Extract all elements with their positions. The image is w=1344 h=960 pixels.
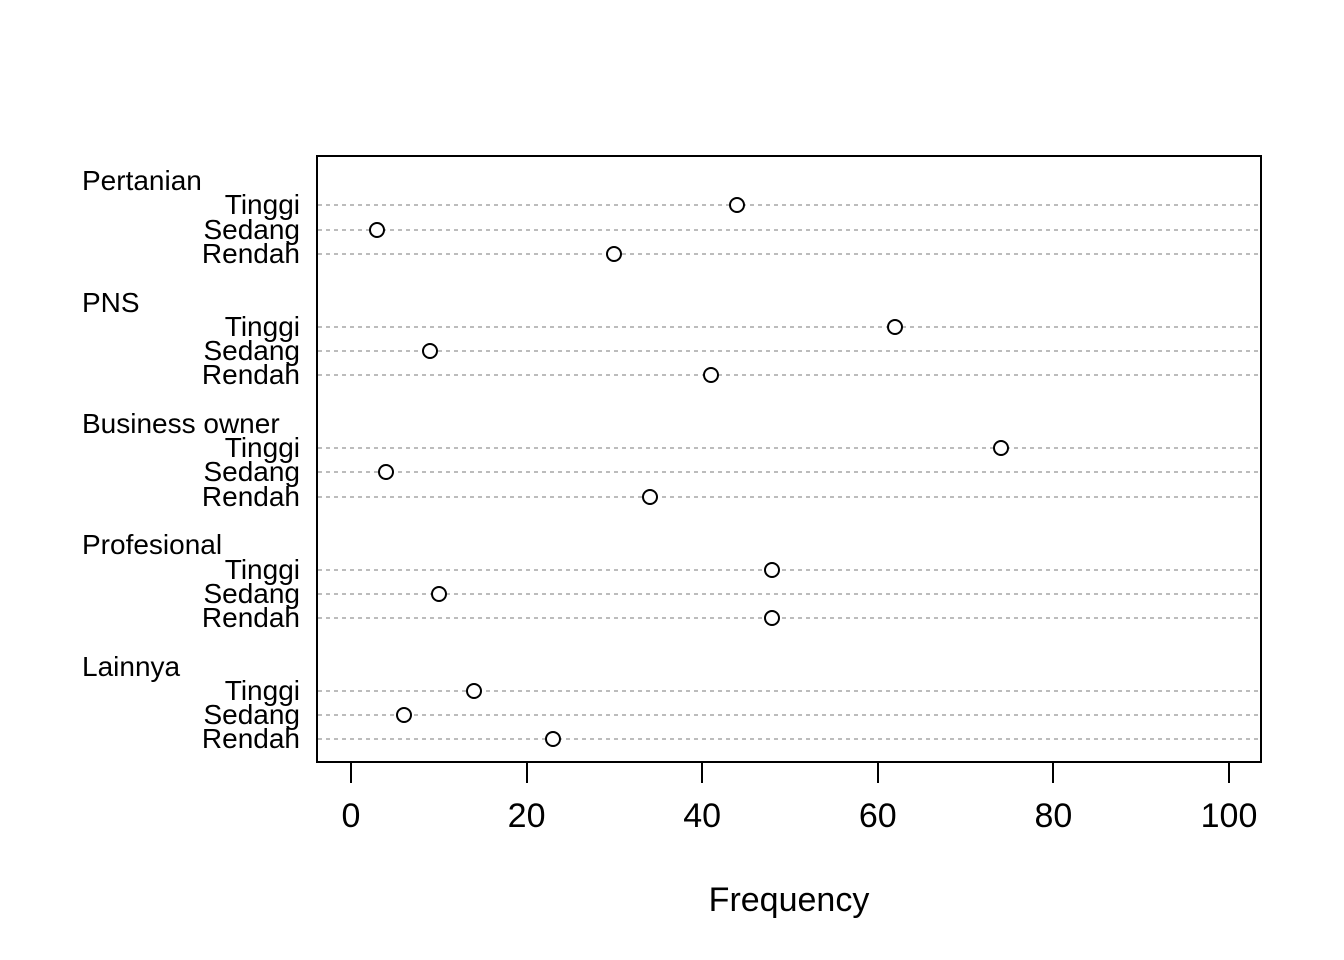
- item-label: Sedang: [203, 213, 300, 245]
- gridline: [318, 349, 1260, 353]
- item-label: Sedang: [203, 699, 300, 731]
- x-tick-label: 100: [1200, 797, 1258, 835]
- data-point-profesional-tinggi: [764, 561, 781, 578]
- x-axis-tick: [876, 763, 879, 783]
- x-axis-tick: [1052, 763, 1055, 783]
- data-point-pertanian-sedang: [369, 221, 386, 238]
- group-label: Lainnya: [82, 650, 181, 682]
- data-point-pns-sedang: [422, 343, 439, 360]
- data-point-pns-tinggi: [887, 318, 904, 335]
- gridline: [318, 616, 1260, 620]
- x-tick-label: 80: [1034, 797, 1073, 835]
- group-label: PNS: [82, 286, 140, 318]
- data-point-business-owner-tinggi: [992, 440, 1009, 457]
- gridline: [318, 592, 1260, 596]
- item-label: Rendah: [201, 359, 300, 391]
- item-label: Sedang: [203, 577, 300, 609]
- data-point-profesional-sedang: [430, 585, 447, 602]
- data-point-business-owner-sedang: [378, 464, 395, 481]
- gridline: [318, 228, 1260, 232]
- x-tick-label: 0: [341, 797, 361, 835]
- gridline: [318, 446, 1260, 450]
- gridline: [318, 203, 1260, 207]
- data-point-lainnya-rendah: [544, 731, 561, 748]
- gridline: [318, 325, 1260, 329]
- item-label: Rendah: [201, 723, 300, 755]
- x-tick-label: 20: [507, 797, 546, 835]
- item-label: Rendah: [201, 602, 300, 634]
- group-label: Profesional: [82, 529, 223, 561]
- group-label: Business owner: [82, 407, 280, 439]
- x-axis-tick: [350, 763, 352, 783]
- gridline: [318, 713, 1260, 717]
- gridline: [318, 568, 1260, 572]
- data-point-lainnya-tinggi: [465, 682, 482, 699]
- item-label: Tinggi: [224, 674, 300, 706]
- item-label: Tinggi: [224, 553, 300, 585]
- data-point-pertanian-rendah: [606, 246, 623, 262]
- item-label: Rendah: [201, 480, 300, 512]
- item-label: Tinggi: [224, 189, 300, 221]
- data-point-profesional-rendah: [764, 610, 781, 627]
- gridline: [318, 252, 1260, 256]
- gridline: [318, 373, 1260, 377]
- x-tick-label: 60: [858, 797, 897, 835]
- gridline: [318, 470, 1260, 474]
- gridline: [318, 495, 1260, 499]
- data-point-pns-rendah: [702, 367, 719, 384]
- group-label: Pertanian: [82, 165, 202, 197]
- plot-area-frame: [316, 155, 1262, 763]
- item-label: Sedang: [203, 456, 300, 488]
- gridline: [318, 689, 1260, 693]
- x-axis-title: Frequency: [708, 881, 870, 919]
- data-point-pertanian-tinggi: [729, 197, 746, 214]
- item-label: Sedang: [203, 335, 300, 367]
- item-label: Rendah: [201, 238, 300, 269]
- data-point-lainnya-sedang: [395, 707, 412, 724]
- x-axis-tick: [1228, 763, 1230, 783]
- item-label: Tinggi: [224, 310, 300, 342]
- data-point-business-owner-rendah: [641, 488, 658, 505]
- gridline: [318, 737, 1260, 741]
- item-label: Tinggi: [224, 432, 300, 464]
- x-axis-tick: [525, 763, 528, 783]
- x-tick-label: 40: [683, 797, 722, 835]
- x-axis-tick: [701, 763, 704, 783]
